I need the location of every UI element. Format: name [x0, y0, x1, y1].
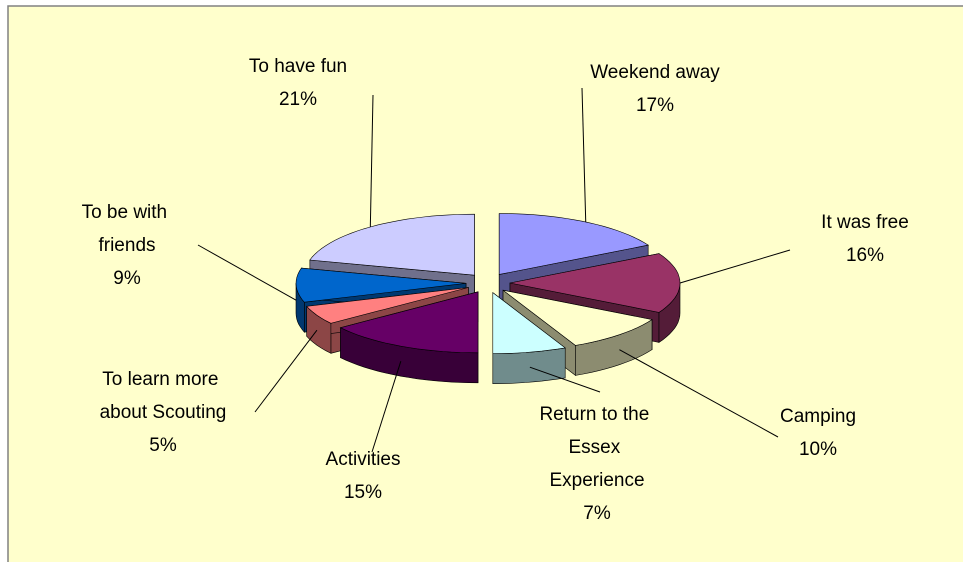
leader-line [581, 87, 587, 222]
leader-line [197, 244, 297, 301]
slice-top [502, 289, 653, 346]
leader-line [619, 349, 779, 438]
value-label: 9% [113, 268, 141, 289]
value-label: 16% [846, 245, 884, 266]
label-line: Experience [549, 470, 644, 491]
slice-label: Camping [780, 406, 856, 427]
label-line: Return to the [539, 404, 654, 425]
slice-top [309, 213, 475, 276]
value-label: 7% [583, 503, 611, 524]
leader-line [369, 94, 374, 227]
leader-line [679, 249, 791, 284]
slice-label: Activities [326, 449, 401, 470]
value-label: 5% [149, 435, 177, 456]
slice-label: To have fun [249, 56, 347, 77]
value-label: 10% [799, 439, 837, 460]
slice-label: Return to the Essex Experience [539, 404, 654, 491]
chart-area [7, 5, 963, 562]
value-label: 17% [636, 95, 674, 116]
slice-top [492, 292, 566, 355]
leader-line [371, 361, 402, 453]
slice [492, 292, 566, 385]
slice [339, 291, 479, 384]
slice-label: To learn more about Scouting [100, 369, 227, 423]
value-label: 21% [279, 89, 317, 110]
leader-line [529, 366, 601, 393]
leader-line [254, 329, 318, 413]
label-line: about Scouting [100, 402, 227, 423]
value-label: 15% [344, 482, 382, 503]
label-line: Camping [780, 406, 856, 427]
label-line: friends [98, 235, 155, 256]
label-line: Weekend away [590, 62, 720, 83]
slice-top [339, 291, 479, 354]
label-line: Activities [326, 449, 401, 470]
label-line: Essex [568, 437, 625, 458]
slice-top [295, 267, 467, 303]
slice-top [498, 213, 650, 275]
slice-label: To be with friends [82, 202, 173, 256]
label-line: To learn more [102, 369, 223, 390]
slice-label: Weekend away [590, 62, 720, 83]
label-line: To have fun [249, 56, 347, 77]
label-line: To be with [82, 202, 173, 223]
label-line: It was free [821, 212, 909, 233]
slice-top [306, 287, 469, 324]
slice-label: It was free [821, 212, 909, 233]
